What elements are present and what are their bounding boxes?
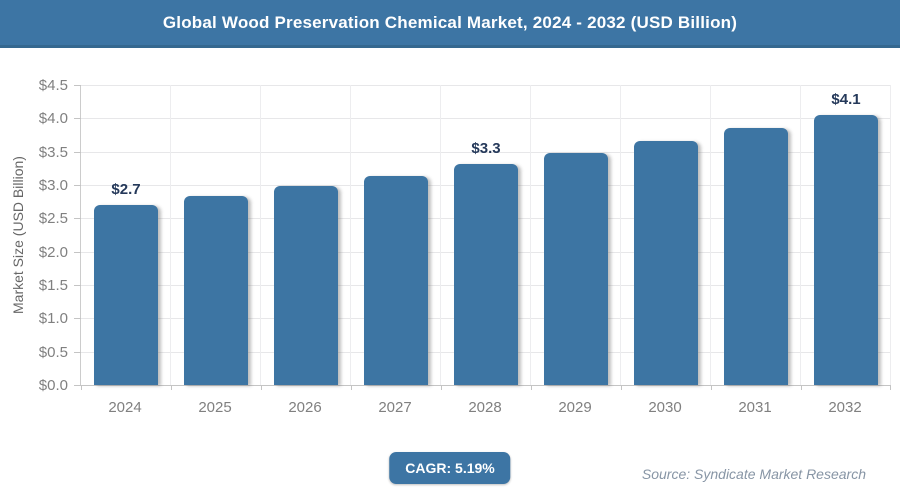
gridline-vertical <box>890 85 891 385</box>
gridline-vertical <box>350 85 351 385</box>
gridline-vertical <box>440 85 441 385</box>
x-tick-label: 2031 <box>738 399 772 416</box>
gridline-horizontal <box>81 151 891 153</box>
y-tick-mark <box>74 385 81 386</box>
x-tick-mark <box>531 385 532 390</box>
bar-2029 <box>544 153 608 385</box>
y-axis-ticks: $0.0 $0.5 $1.0 $1.5 $2.0 $2.5 $3.0 $3.5 $4.0 $4.5 <box>0 77 68 394</box>
y-tick-label: $1.0 <box>38 310 68 328</box>
bar-data-label: $4.1 <box>831 91 861 108</box>
x-tick-label: 2024 <box>108 399 142 416</box>
x-tick-label: 2028 <box>468 399 502 416</box>
y-tick-label: $0.5 <box>38 343 68 361</box>
x-tick-label: 2032 <box>828 399 862 416</box>
gridline-vertical <box>710 85 711 385</box>
gridline-horizontal <box>81 85 891 86</box>
bar-data-label: $3.3 <box>471 140 501 158</box>
y-tick-label: $2.0 <box>38 243 68 261</box>
bar-2027 <box>364 175 428 385</box>
y-tick-label: $2.5 <box>38 210 68 228</box>
x-tick-label: 2029 <box>558 399 592 416</box>
y-tick-label: $0.0 <box>38 377 68 394</box>
bar-2031 <box>724 128 788 385</box>
x-tick-mark <box>621 385 622 390</box>
y-tick-label: $3.5 <box>38 143 68 161</box>
y-tick-label: $4.0 <box>38 110 68 128</box>
chart-title: Global Wood Preservation Chemical Market… <box>162 12 738 32</box>
x-tick-mark <box>261 385 262 390</box>
y-tick-mark <box>74 185 81 186</box>
chart-title-bar: Global Wood Preservation Chemical Market… <box>0 0 900 48</box>
x-tick-mark <box>171 385 172 390</box>
gridline-vertical <box>530 85 531 385</box>
y-tick-mark <box>74 251 81 253</box>
x-tick-mark <box>81 385 82 390</box>
y-tick-mark <box>74 285 81 286</box>
y-tick-label: $1.5 <box>38 277 68 294</box>
gridline-vertical <box>800 85 801 385</box>
x-tick-mark <box>801 385 802 390</box>
y-tick-mark <box>74 118 81 120</box>
x-tick-label: 2027 <box>378 399 412 416</box>
bar-2024 <box>94 205 158 385</box>
x-tick-mark <box>441 385 442 390</box>
x-tick-label: 2030 <box>648 399 682 416</box>
y-tick-mark <box>74 351 81 353</box>
x-tick-mark <box>351 385 352 390</box>
x-tick-mark <box>890 385 891 390</box>
bar-2028 <box>454 164 518 385</box>
bar-2025 <box>184 195 248 385</box>
gridline-vertical <box>260 85 261 385</box>
x-tick-label: 2025 <box>198 399 232 416</box>
bar-2032 <box>814 115 878 385</box>
cagr-badge: CAGR: 5.19% <box>389 452 511 484</box>
y-tick-label: $4.5 <box>38 77 68 94</box>
bar-2026 <box>274 185 338 385</box>
bar-data-label: $2.7 <box>111 181 141 198</box>
y-tick-mark <box>74 151 81 153</box>
x-tick-mark <box>711 385 712 390</box>
gridline-vertical <box>620 85 621 385</box>
y-tick-mark <box>74 318 81 320</box>
gridline-horizontal <box>81 118 891 120</box>
y-tick-label: $3.0 <box>38 177 68 194</box>
y-tick-mark <box>74 218 81 220</box>
y-tick-mark <box>74 85 81 86</box>
x-tick-label: 2026 <box>288 399 322 416</box>
plot-area: $2.7 $3.3 $4.1 <box>74 85 891 390</box>
gridline-vertical <box>170 85 171 385</box>
bar-2030 <box>634 141 698 385</box>
source-note: Source: Syndicate Market Research <box>641 466 866 482</box>
